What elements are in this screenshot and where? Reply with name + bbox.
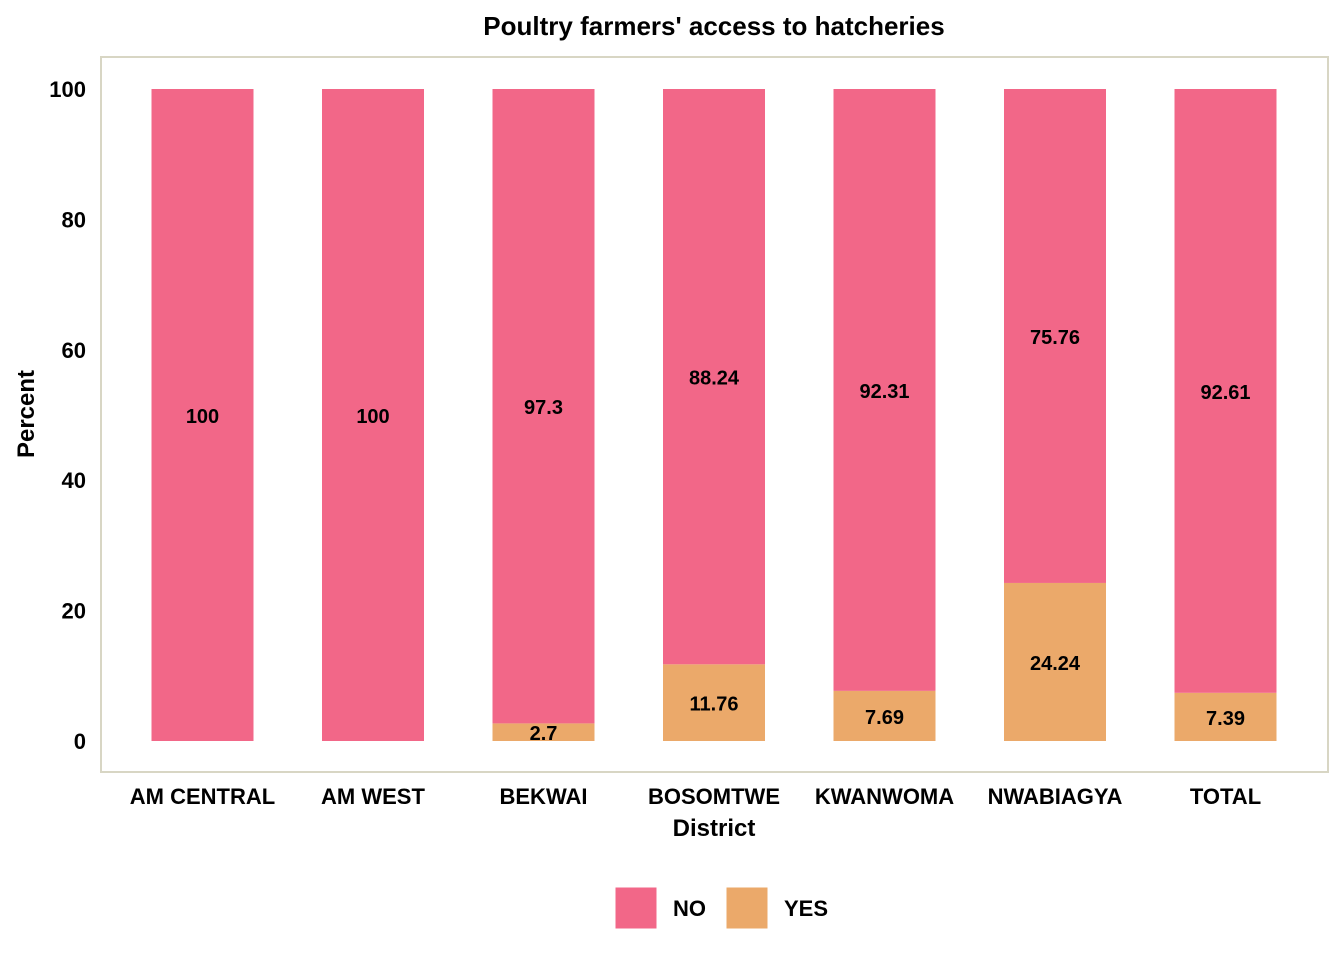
data-label-yes-3: 11.76 <box>690 694 739 716</box>
y-tick-label: 80 <box>62 207 86 232</box>
legend-swatch-yes <box>725 886 769 930</box>
y-axis-ticks: 0 20 40 60 80 100 <box>49 77 86 754</box>
legend-label-yes: YES <box>784 896 828 921</box>
y-tick-label: 60 <box>62 338 86 363</box>
data-label-yes-4: 7.69 <box>865 707 904 729</box>
data-label-yes-2: 2.7 <box>530 723 558 745</box>
plot-panel-border <box>100 56 1329 773</box>
x-tick-label: BEKWAI <box>500 784 588 809</box>
bar-no-5 <box>1004 89 1106 583</box>
x-tick-label: AM WEST <box>321 784 425 809</box>
data-label-no-1: 100 <box>356 406 389 428</box>
y-tick-label: 20 <box>62 599 86 624</box>
chart-title: Poultry farmers' access to hatcheries <box>483 11 944 41</box>
x-tick-label: KWANWOMA <box>815 784 954 809</box>
data-label-no-2: 97.3 <box>524 397 563 419</box>
x-axis-ticks: AM CENTRAL AM WEST BEKWAI BOSOMTWE KWANWOMA N… <box>130 784 1261 809</box>
y-tick-label: 100 <box>49 77 86 102</box>
legend: NO YES <box>614 886 828 930</box>
data-label-yes-6: 7.39 <box>1206 708 1245 730</box>
x-axis-label: District <box>673 815 756 842</box>
bar-no-1 <box>322 89 424 741</box>
legend-swatch-no <box>614 886 658 930</box>
data-label-no-4: 92.31 <box>859 381 909 403</box>
y-tick-label: 0 <box>74 729 86 754</box>
data-label-no-6: 92.61 <box>1200 382 1250 404</box>
bar-no-2 <box>492 89 595 724</box>
bar-yes-5 <box>1004 582 1106 741</box>
x-tick-label: AM CENTRAL <box>130 784 275 809</box>
bar-yes-3 <box>663 664 765 741</box>
data-label-no-5: 75.76 <box>1030 327 1080 349</box>
x-tick-label: NWABIAGYA <box>988 784 1123 809</box>
bar-no-0 <box>151 89 254 741</box>
bar-labels: 100 100 2.7 97.3 11.76 88.24 7.69 92.31 24.24 75.… <box>186 327 1251 745</box>
bar-yes-4 <box>833 690 936 741</box>
bar-no-3 <box>663 89 765 665</box>
x-tick-label: TOTAL <box>1190 784 1261 809</box>
data-label-yes-5: 24.24 <box>1030 653 1081 675</box>
bar-yes-2 <box>492 723 595 741</box>
bar-no-4 <box>833 89 936 691</box>
x-tick-label: BOSOMTWE <box>648 784 780 809</box>
bar-no-6 <box>1174 89 1277 693</box>
data-label-no-0: 100 <box>186 406 219 428</box>
y-tick-label: 40 <box>62 468 86 493</box>
data-label-no-3: 88.24 <box>689 368 740 390</box>
legend-label-no: NO <box>673 896 706 921</box>
bar-yes-6 <box>1174 692 1277 741</box>
y-axis-label: Percent <box>13 370 40 458</box>
bars <box>151 89 1277 741</box>
